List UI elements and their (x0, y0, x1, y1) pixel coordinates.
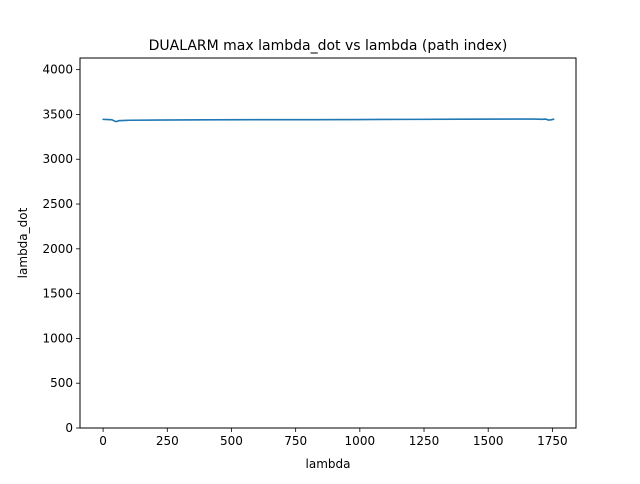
y-tick-label: 1000 (42, 331, 73, 345)
x-tick-label: 250 (156, 434, 179, 448)
axis-ticks: 0 250 500 750 1000 1250 1500 1750 0 500 1000 1500 20… (42, 63, 567, 448)
chart-title: DUALARM max lambda_dot vs lambda (path i… (149, 38, 508, 54)
y-tick-label: 3500 (42, 107, 73, 121)
x-tick-label: 1750 (537, 434, 568, 448)
y-tick-label: 2500 (42, 197, 73, 211)
y-tick-label: 0 (65, 421, 73, 435)
series-line-0 (102, 118, 555, 123)
x-tick-label: 750 (284, 434, 307, 448)
x-tick-label: 500 (220, 434, 243, 448)
axes-frame (79, 57, 577, 429)
y-tick-label: 500 (50, 376, 73, 390)
y-axis-label: lambda_dot (16, 207, 30, 278)
plot-area (102, 118, 555, 123)
x-tick-label: 1000 (345, 434, 376, 448)
x-tick-label: 1500 (473, 434, 504, 448)
y-tick-label: 2000 (42, 242, 73, 256)
y-tick-label: 1500 (42, 287, 73, 301)
x-tick-label: 1250 (409, 434, 440, 448)
x-axis-label: lambda (306, 457, 351, 471)
x-tick-label: 0 (99, 434, 107, 448)
y-tick-label: 4000 (42, 63, 73, 77)
y-tick-label: 3000 (42, 152, 73, 166)
